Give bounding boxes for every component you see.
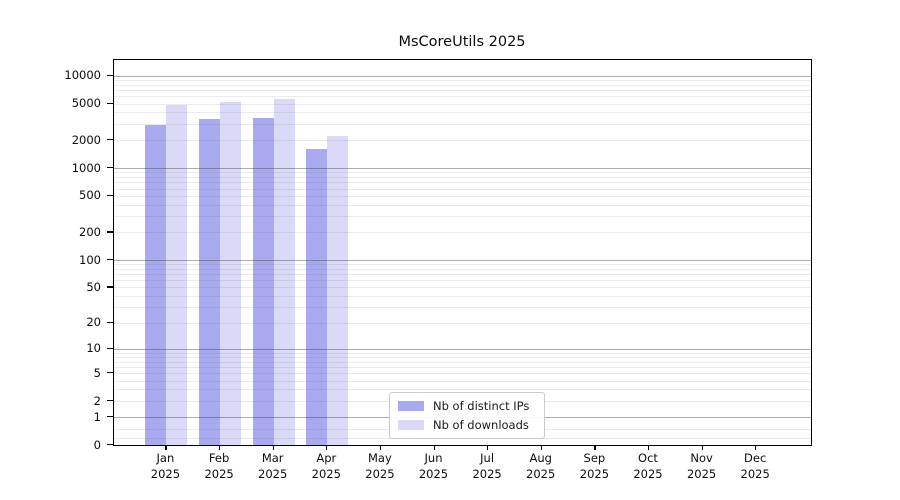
y-tick-500 — [107, 194, 113, 196]
bar-mar-distinct-ips — [252, 117, 274, 445]
x-tick-aug — [540, 445, 542, 450]
y-tick-label-50: 50 — [86, 279, 101, 294]
y-tick-label-10000: 10000 — [64, 68, 101, 83]
x-tick-label-jan: Jan 2025 — [150, 451, 181, 481]
y-tick-label-20: 20 — [86, 315, 101, 330]
x-tick-apr — [326, 445, 328, 450]
x-tick-label-oct: Oct 2025 — [633, 451, 663, 481]
legend: Nb of distinct IPs Nb of downloads — [389, 392, 545, 439]
x-tick-jan — [165, 445, 167, 450]
x-tick-mar — [272, 445, 274, 450]
legend-label-downloads: Nb of downloads — [433, 418, 529, 432]
y-tick-1000 — [107, 167, 113, 169]
bar-feb-downloads — [220, 101, 242, 445]
y-tick-1 — [107, 416, 113, 418]
bar-jan-downloads — [166, 105, 188, 445]
plot-area — [113, 59, 812, 446]
legend-label-distinct-ips: Nb of distinct IPs — [433, 399, 530, 413]
bar-mar-downloads — [273, 98, 295, 445]
x-tick-label-aug: Aug 2025 — [526, 451, 556, 481]
x-tick-label-jul: Jul 2025 — [472, 451, 502, 481]
x-tick-feb — [219, 445, 221, 450]
y-tick-label-1: 1 — [93, 409, 101, 424]
x-tick-oct — [648, 445, 650, 450]
y-tick-label-2: 2 — [93, 393, 101, 408]
x-tick-nov — [701, 445, 703, 450]
bars-layer — [114, 60, 811, 445]
y-tick-2000 — [107, 139, 113, 141]
x-tick-jun — [433, 445, 435, 450]
x-tick-label-feb: Feb 2025 — [204, 451, 234, 481]
legend-row-distinct-ips: Nb of distinct IPs — [398, 398, 536, 414]
x-tick-jul — [487, 445, 489, 450]
y-tick-label-5000: 5000 — [71, 96, 101, 110]
x-tick-label-nov: Nov 2025 — [686, 451, 717, 481]
bar-apr-distinct-ips — [306, 149, 328, 445]
x-tick-label-dec: Dec 2025 — [740, 451, 770, 481]
y-tick-20 — [107, 321, 113, 324]
chart-title: MsCoreUtils 2025 — [398, 34, 526, 50]
bar-jan-distinct-ips — [145, 125, 167, 445]
x-tick-label-sep: Sep 2025 — [579, 451, 610, 481]
y-tick-10000 — [107, 74, 113, 76]
y-tick-label-2000: 2000 — [71, 132, 101, 147]
y-tick-label-200: 200 — [79, 224, 101, 239]
legend-row-downloads: Nb of downloads — [398, 417, 536, 433]
y-tick-100 — [107, 259, 113, 261]
x-tick-label-apr: Apr 2025 — [311, 451, 341, 481]
y-tick-5000 — [107, 102, 113, 104]
y-tick-label-5: 5 — [93, 365, 101, 380]
y-tick-10 — [107, 347, 113, 350]
bar-apr-downloads — [327, 135, 349, 445]
legend-swatch-downloads — [398, 420, 424, 430]
x-tick-dec — [755, 445, 757, 450]
y-tick-label-1000: 1000 — [71, 160, 101, 175]
y-tick-label-500: 500 — [79, 188, 101, 203]
x-tick-label-jun: Jun 2025 — [418, 451, 449, 481]
legend-swatch-distinct-ips — [398, 401, 424, 411]
bar-feb-distinct-ips — [199, 118, 221, 445]
x-tick-label-mar: Mar 2025 — [258, 451, 288, 481]
y-tick-2 — [107, 400, 113, 402]
y-tick-label-0: 0 — [93, 437, 101, 452]
y-tick-label-100: 100 — [79, 252, 101, 267]
y-tick-0 — [107, 444, 113, 446]
y-tick-50 — [107, 286, 113, 288]
y-tick-5 — [107, 372, 113, 374]
x-tick-sep — [594, 445, 596, 450]
y-tick-label-10: 10 — [86, 341, 101, 356]
x-tick-label-may: May 2025 — [365, 451, 395, 481]
y-tick-200 — [107, 231, 113, 233]
x-tick-may — [379, 445, 382, 450]
